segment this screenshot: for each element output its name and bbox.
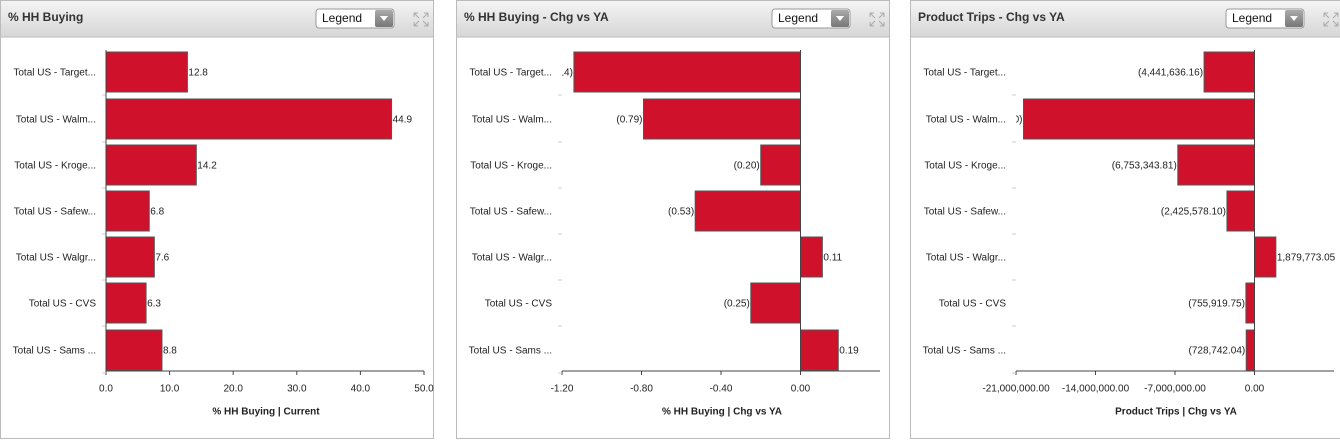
y-tick-label: Total US - Walm... — [926, 115, 1006, 126]
value-label: 0.11 — [823, 253, 842, 264]
legend-dropdown[interactable]: Legend — [1226, 9, 1304, 28]
value-label: 14.2 — [197, 161, 217, 172]
y-tick-label: Total US - Kroge... — [470, 161, 552, 172]
x-axis-title: Product Trips | Chg vs YA — [1115, 407, 1237, 418]
value-label: (0.53) — [668, 207, 694, 218]
bar — [695, 191, 800, 231]
y-tick-label: Total US - Sams ... — [13, 346, 96, 357]
bar — [751, 283, 801, 323]
legend-dropdown[interactable]: Legend — [772, 9, 850, 28]
value-label: 12.8 — [188, 68, 208, 79]
value-label: 8.8 — [163, 346, 177, 357]
panel: % HH Buying - Chg vs YA Legend -1.20 -0.80 -… — [457, 1, 890, 439]
panel-title: Product Trips - Chg vs YA — [918, 10, 1065, 24]
bar — [1178, 145, 1255, 185]
value-label: 1,879,773.05 — [1277, 253, 1336, 264]
value-label: (2,425,578.10) — [1161, 207, 1226, 218]
panel: Product Trips - Chg vs YA Legend -21,000,0… — [911, 1, 1340, 439]
y-tick-label: Total US - Walgr... — [16, 253, 96, 264]
x-tick-label: 20.0 — [223, 384, 243, 395]
x-tick-label: -1.20 — [551, 384, 574, 395]
bar — [761, 145, 801, 185]
bar — [1227, 191, 1255, 231]
panel-frame — [1, 1, 434, 439]
x-tick-label: 0.00 — [1245, 384, 1265, 395]
bar — [1246, 283, 1255, 323]
value-label: 6.3 — [147, 299, 161, 310]
x-tick-label: -7,000,000.00 — [1144, 384, 1206, 395]
x-tick-label: -0.80 — [630, 384, 653, 395]
value-label: (728,742.04) — [1189, 346, 1246, 357]
value-label: (0.20) — [734, 161, 760, 172]
value-label: (0.79) — [616, 115, 642, 126]
y-tick-label: Total US - Walgr... — [926, 253, 1006, 264]
y-tick-label: Total US - Target... — [469, 68, 552, 79]
bar — [1204, 52, 1254, 92]
bar — [1023, 99, 1254, 139]
y-tick-label: Total US - CVS — [485, 299, 553, 310]
panel-title: % HH Buying — [8, 10, 83, 24]
bar — [801, 330, 839, 370]
y-tick-label: Total US - Safew... — [470, 207, 552, 218]
legend-label: Legend — [322, 11, 362, 25]
x-tick-label: 40.0 — [351, 384, 371, 395]
panel: % HH Buying Legend 0.0 10.0 20.0 30.0 40.0 50.0… — [1, 1, 435, 439]
y-tick-label: Total US - Walm... — [16, 115, 96, 126]
bar — [1255, 237, 1276, 277]
y-tick-label: Total US - Safew... — [14, 207, 96, 218]
x-tick-label: 0.00 — [791, 384, 811, 395]
y-tick-label: Total US - CVS — [939, 299, 1007, 310]
bar — [106, 330, 162, 370]
value-label: (755,919.75) — [1188, 299, 1245, 310]
value-label: 6.8 — [150, 207, 164, 218]
panel-frame — [911, 1, 1340, 439]
value-label: (6,753,343.81) — [1112, 161, 1177, 172]
legend-dropdown[interactable]: Legend — [316, 9, 394, 28]
y-tick-label: Total US - Sams ... — [469, 346, 552, 357]
y-tick-label: Total US - Kroge... — [924, 161, 1006, 172]
x-axis-title: % HH Buying | Chg vs YA — [662, 407, 782, 418]
bar — [106, 237, 154, 277]
x-axis-title: % HH Buying | Current — [212, 407, 320, 418]
bar — [106, 145, 196, 185]
bar — [643, 99, 800, 139]
bar — [801, 237, 823, 277]
y-tick-label: Total US - Sams ... — [923, 346, 1006, 357]
x-tick-label: 50.0 — [414, 384, 434, 395]
y-tick-label: Total US - Walgr... — [472, 253, 552, 264]
x-tick-label: -21,000,000.00 — [982, 384, 1050, 395]
value-label: (4,441,636.16) — [1138, 68, 1203, 79]
y-tick-label: Total US - Walm... — [472, 115, 552, 126]
value-label: 44.9 — [393, 115, 413, 126]
value-label: 0.19 — [839, 346, 859, 357]
bar — [106, 283, 146, 323]
x-tick-label: 0.0 — [99, 384, 113, 395]
bar — [106, 99, 392, 139]
x-tick-label: 10.0 — [160, 384, 180, 395]
value-label: (0.25) — [724, 299, 750, 310]
x-tick-label: 30.0 — [287, 384, 307, 395]
legend-label: Legend — [1232, 11, 1272, 25]
bar — [106, 191, 149, 231]
y-tick-label: Total US - Safew... — [924, 207, 1006, 218]
y-tick-label: Total US - Target... — [13, 68, 96, 79]
x-tick-label: -14,000,000.00 — [1062, 384, 1130, 395]
legend-label: Legend — [778, 11, 818, 25]
bar — [106, 52, 187, 92]
bar — [1246, 330, 1254, 370]
x-tick-label: -0.40 — [710, 384, 733, 395]
y-tick-label: Total US - Kroge... — [14, 161, 96, 172]
value-label: 7.6 — [155, 253, 169, 264]
panel-title: % HH Buying - Chg vs YA — [464, 10, 609, 24]
bar — [574, 52, 801, 92]
y-tick-label: Total US - CVS — [29, 299, 97, 310]
y-tick-label: Total US - Target... — [923, 68, 1006, 79]
